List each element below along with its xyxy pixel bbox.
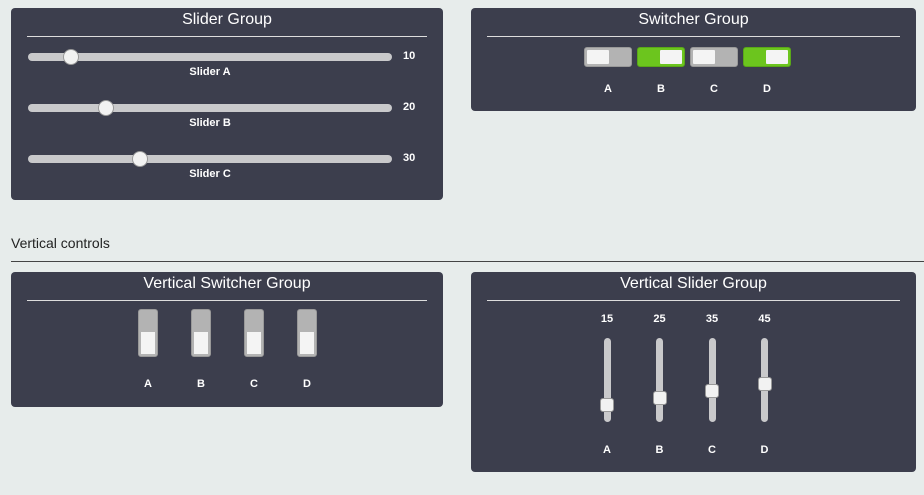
slider-label: Slider C	[189, 168, 231, 180]
slider-label: Slider A	[189, 66, 231, 78]
switch-label: A	[144, 378, 152, 390]
vertical-slider-track-b[interactable]	[652, 338, 667, 422]
panel-title: Switcher Group	[638, 11, 749, 28]
divider	[487, 36, 900, 37]
slider-thumb[interactable]	[62, 49, 79, 65]
vertical-switcher-group-panel: Vertical Switcher Group A B C D	[11, 272, 443, 407]
slider-thumb[interactable]	[705, 383, 719, 398]
panel-title: Slider Group	[182, 11, 272, 28]
toggle-knob	[587, 50, 609, 64]
slider-label: B	[655, 444, 664, 456]
divider	[487, 300, 900, 301]
switcher-group-panel: Switcher Group A B C D	[471, 8, 916, 111]
toggle-knob	[300, 332, 314, 354]
slider-track[interactable]	[28, 49, 392, 65]
toggle-switch-a[interactable]	[584, 47, 632, 67]
vertical-switch-b[interactable]	[191, 309, 211, 357]
toggle-switch-d[interactable]	[743, 47, 791, 67]
switch-label: A	[604, 83, 612, 95]
switch-label: D	[303, 378, 311, 390]
slider-thumb[interactable]	[132, 151, 149, 167]
vertical-slider-track-c[interactable]	[705, 338, 719, 422]
vertical-slider-track-d[interactable]	[757, 338, 772, 422]
switch-label: D	[763, 83, 771, 95]
divider	[27, 36, 427, 37]
slider-thumb[interactable]	[600, 398, 614, 413]
slider-value: 25	[653, 313, 666, 325]
slider-value: 10	[403, 50, 416, 62]
panel-title: Vertical Switcher Group	[143, 275, 311, 292]
slider-label: D	[760, 444, 769, 456]
switch-label: B	[657, 83, 665, 95]
toggle-knob	[194, 332, 208, 354]
slider-label: C	[708, 444, 716, 456]
toggle-knob	[141, 332, 155, 354]
slider-value: 45	[758, 313, 771, 325]
toggle-knob	[247, 332, 261, 354]
vertical-slider-track-a[interactable]	[600, 338, 614, 422]
toggle-knob	[693, 50, 715, 64]
vertical-switch-a[interactable]	[138, 309, 158, 357]
switch-label: C	[710, 83, 718, 95]
panel-title: Vertical Slider Group	[620, 275, 767, 292]
slider-label: Slider B	[189, 117, 231, 129]
vertical-slider-group-panel: Vertical Slider Group 15 A 25 B 35 C 45 D	[471, 272, 916, 472]
slider-value: 30	[403, 152, 416, 164]
toggle-switch-c[interactable]	[690, 47, 738, 67]
slider-value: 15	[600, 313, 614, 325]
toggle-switch-b[interactable]	[637, 47, 685, 67]
slider-track[interactable]	[28, 151, 392, 167]
slider-thumb[interactable]	[97, 100, 114, 116]
vertical-switch-d[interactable]	[297, 309, 317, 357]
section-divider	[11, 261, 924, 262]
slider-group-panel: Slider Group 10 Slider A 20 Slider B 30 Slide…	[11, 8, 443, 200]
toggle-knob	[766, 50, 788, 64]
toggle-knob	[660, 50, 682, 64]
slider-thumb[interactable]	[652, 391, 667, 405]
slider-track[interactable]	[28, 100, 392, 116]
slider-label: A	[603, 444, 611, 456]
divider	[27, 300, 427, 301]
slider-thumb[interactable]	[757, 376, 772, 391]
switch-label: C	[250, 378, 258, 390]
section-title: Vertical controls	[11, 235, 110, 251]
slider-value: 35	[705, 313, 719, 325]
vertical-switch-c[interactable]	[244, 309, 264, 357]
slider-value: 20	[403, 101, 416, 113]
switch-label: B	[197, 378, 205, 390]
